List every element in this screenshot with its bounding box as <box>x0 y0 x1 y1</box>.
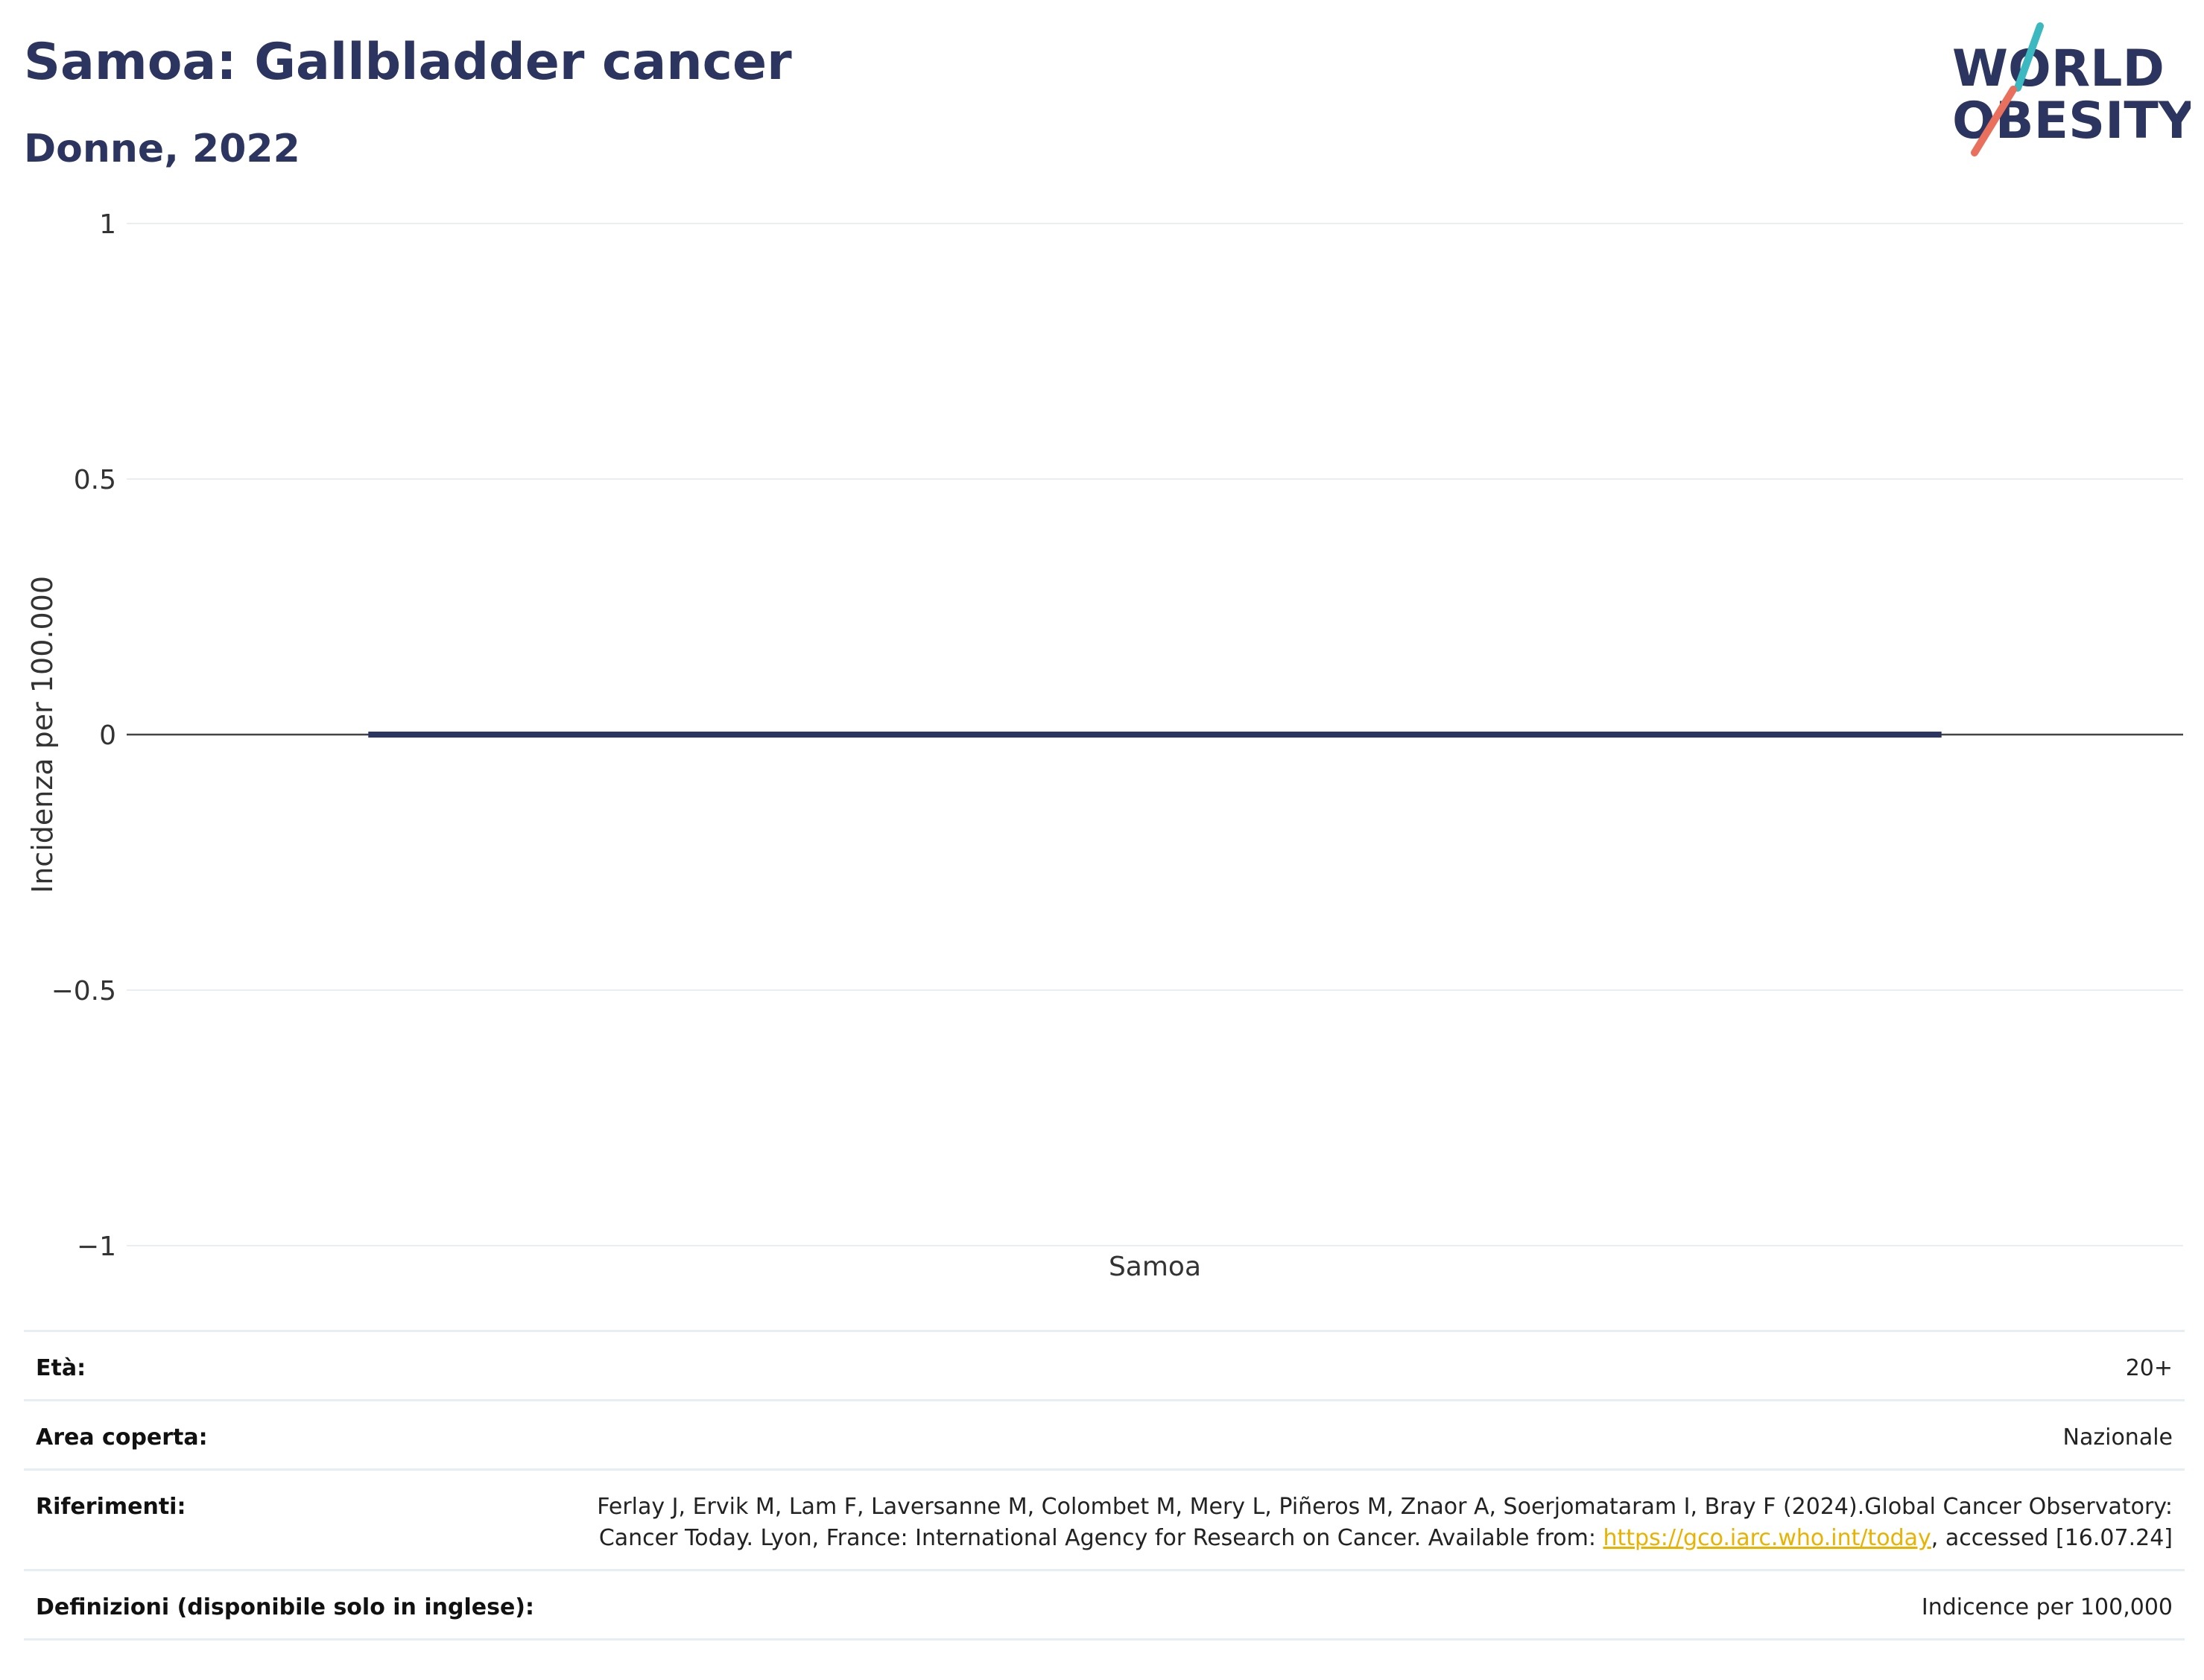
y-axis-title: Incidenza per 100.000 <box>26 576 59 893</box>
y-tick-label: 0.5 <box>74 465 116 495</box>
age-label: Età: <box>36 1355 86 1381</box>
definitions-label: Definizioni (disponibile solo in inglese… <box>36 1594 534 1620</box>
bar-chart: 1 0.5 0 −0.5 −1 Samoa Incidenza per 100.000 <box>26 209 2183 1282</box>
world-obesity-logo: WORLD OBESITY <box>1952 22 2191 156</box>
x-tick-label: Samoa <box>1109 1252 1201 1282</box>
definitions-value: Indicence per 100,000 <box>1921 1594 2173 1620</box>
age-value: 20+ <box>2125 1355 2173 1381</box>
info-row-area: Area coperta: Nazionale <box>24 1399 2185 1468</box>
bars <box>368 732 1942 738</box>
info-row-age: Età: 20+ <box>24 1330 2185 1399</box>
references-accessed: , accessed [16.07.24] <box>1931 1525 2173 1551</box>
chart-title: Samoa: Gallbladder cancer <box>24 33 792 92</box>
chart-subtitle: Donne, 2022 <box>24 127 300 171</box>
bar-samoa[interactable] <box>368 732 1942 738</box>
references-text: Ferlay J, Ervik M, Lam F, Laversanne M, … <box>597 1494 2173 1551</box>
x-tick-labels: Samoa <box>1109 1252 1201 1282</box>
logo-line-world: WORLD <box>1952 39 2165 98</box>
references-value: Ferlay J, Ervik M, Lam F, Laversanne M, … <box>533 1492 2173 1554</box>
gridlines <box>127 223 2183 1246</box>
y-tick-label: 0 <box>99 720 116 751</box>
info-row-definitions: Definizioni (disponibile solo in inglese… <box>24 1569 2185 1641</box>
info-row-references: Riferimenti: Ferlay J, Ervik M, Lam F, L… <box>24 1468 2185 1569</box>
area-value: Nazionale <box>2062 1424 2173 1451</box>
y-tick-label: −0.5 <box>51 976 116 1007</box>
references-link[interactable]: https://gco.iarc.who.int/today <box>1603 1525 1931 1551</box>
logo-coral-slash <box>1971 86 2017 156</box>
y-tick-label: 1 <box>99 209 116 240</box>
y-tick-label: −1 <box>77 1232 116 1262</box>
references-label: Riferimenti: <box>36 1494 186 1520</box>
logo-teal-slash <box>2014 22 2044 92</box>
area-label: Area coperta: <box>36 1424 208 1451</box>
info-table: Età: 20+ Area coperta: Nazionale Riferim… <box>24 1330 2185 1641</box>
y-tick-labels: 1 0.5 0 −0.5 −1 <box>51 209 116 1262</box>
